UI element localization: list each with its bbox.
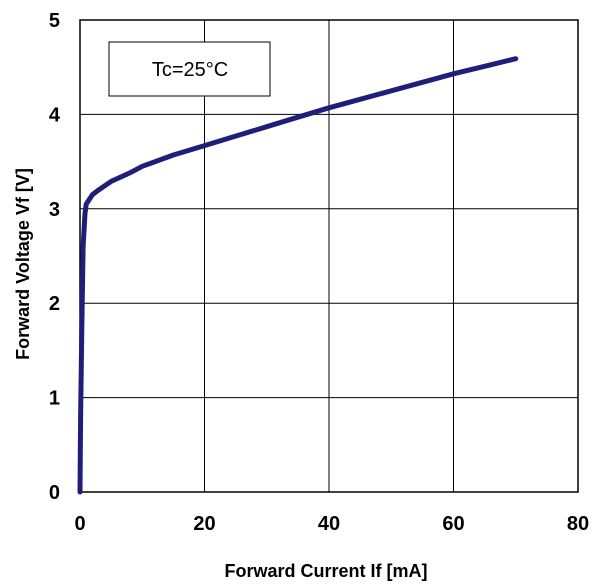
annotation-text: Tc=25°C (152, 59, 228, 81)
y-tick-label: 3 (49, 199, 60, 221)
y-tick-label: 4 (49, 104, 61, 126)
x-axis-title: Forward Current If [mA] (224, 561, 427, 581)
vf-if-curve (77, 56, 519, 495)
x-tick-label: 20 (193, 513, 215, 535)
x-tick-label: 80 (567, 513, 589, 535)
x-tick-label: 40 (318, 513, 340, 535)
y-tick-label: 0 (49, 482, 60, 504)
x-tick-label: 0 (74, 513, 85, 535)
y-axis-title: Forward Voltage Vf [V] (13, 168, 33, 360)
annotation-frame (108, 41, 271, 97)
plot-frame (79, 19, 579, 493)
y-tick-labels: 0 1 2 3 4 5 (49, 10, 61, 504)
x-tick-labels: 0 20 40 60 80 (74, 513, 589, 535)
y-tick-label: 2 (49, 293, 60, 315)
y-tick-label: 1 (49, 388, 60, 410)
x-tick-label: 60 (442, 513, 464, 535)
annotation-box: Tc=25°C (108, 41, 271, 97)
y-tick-label: 5 (49, 10, 60, 32)
